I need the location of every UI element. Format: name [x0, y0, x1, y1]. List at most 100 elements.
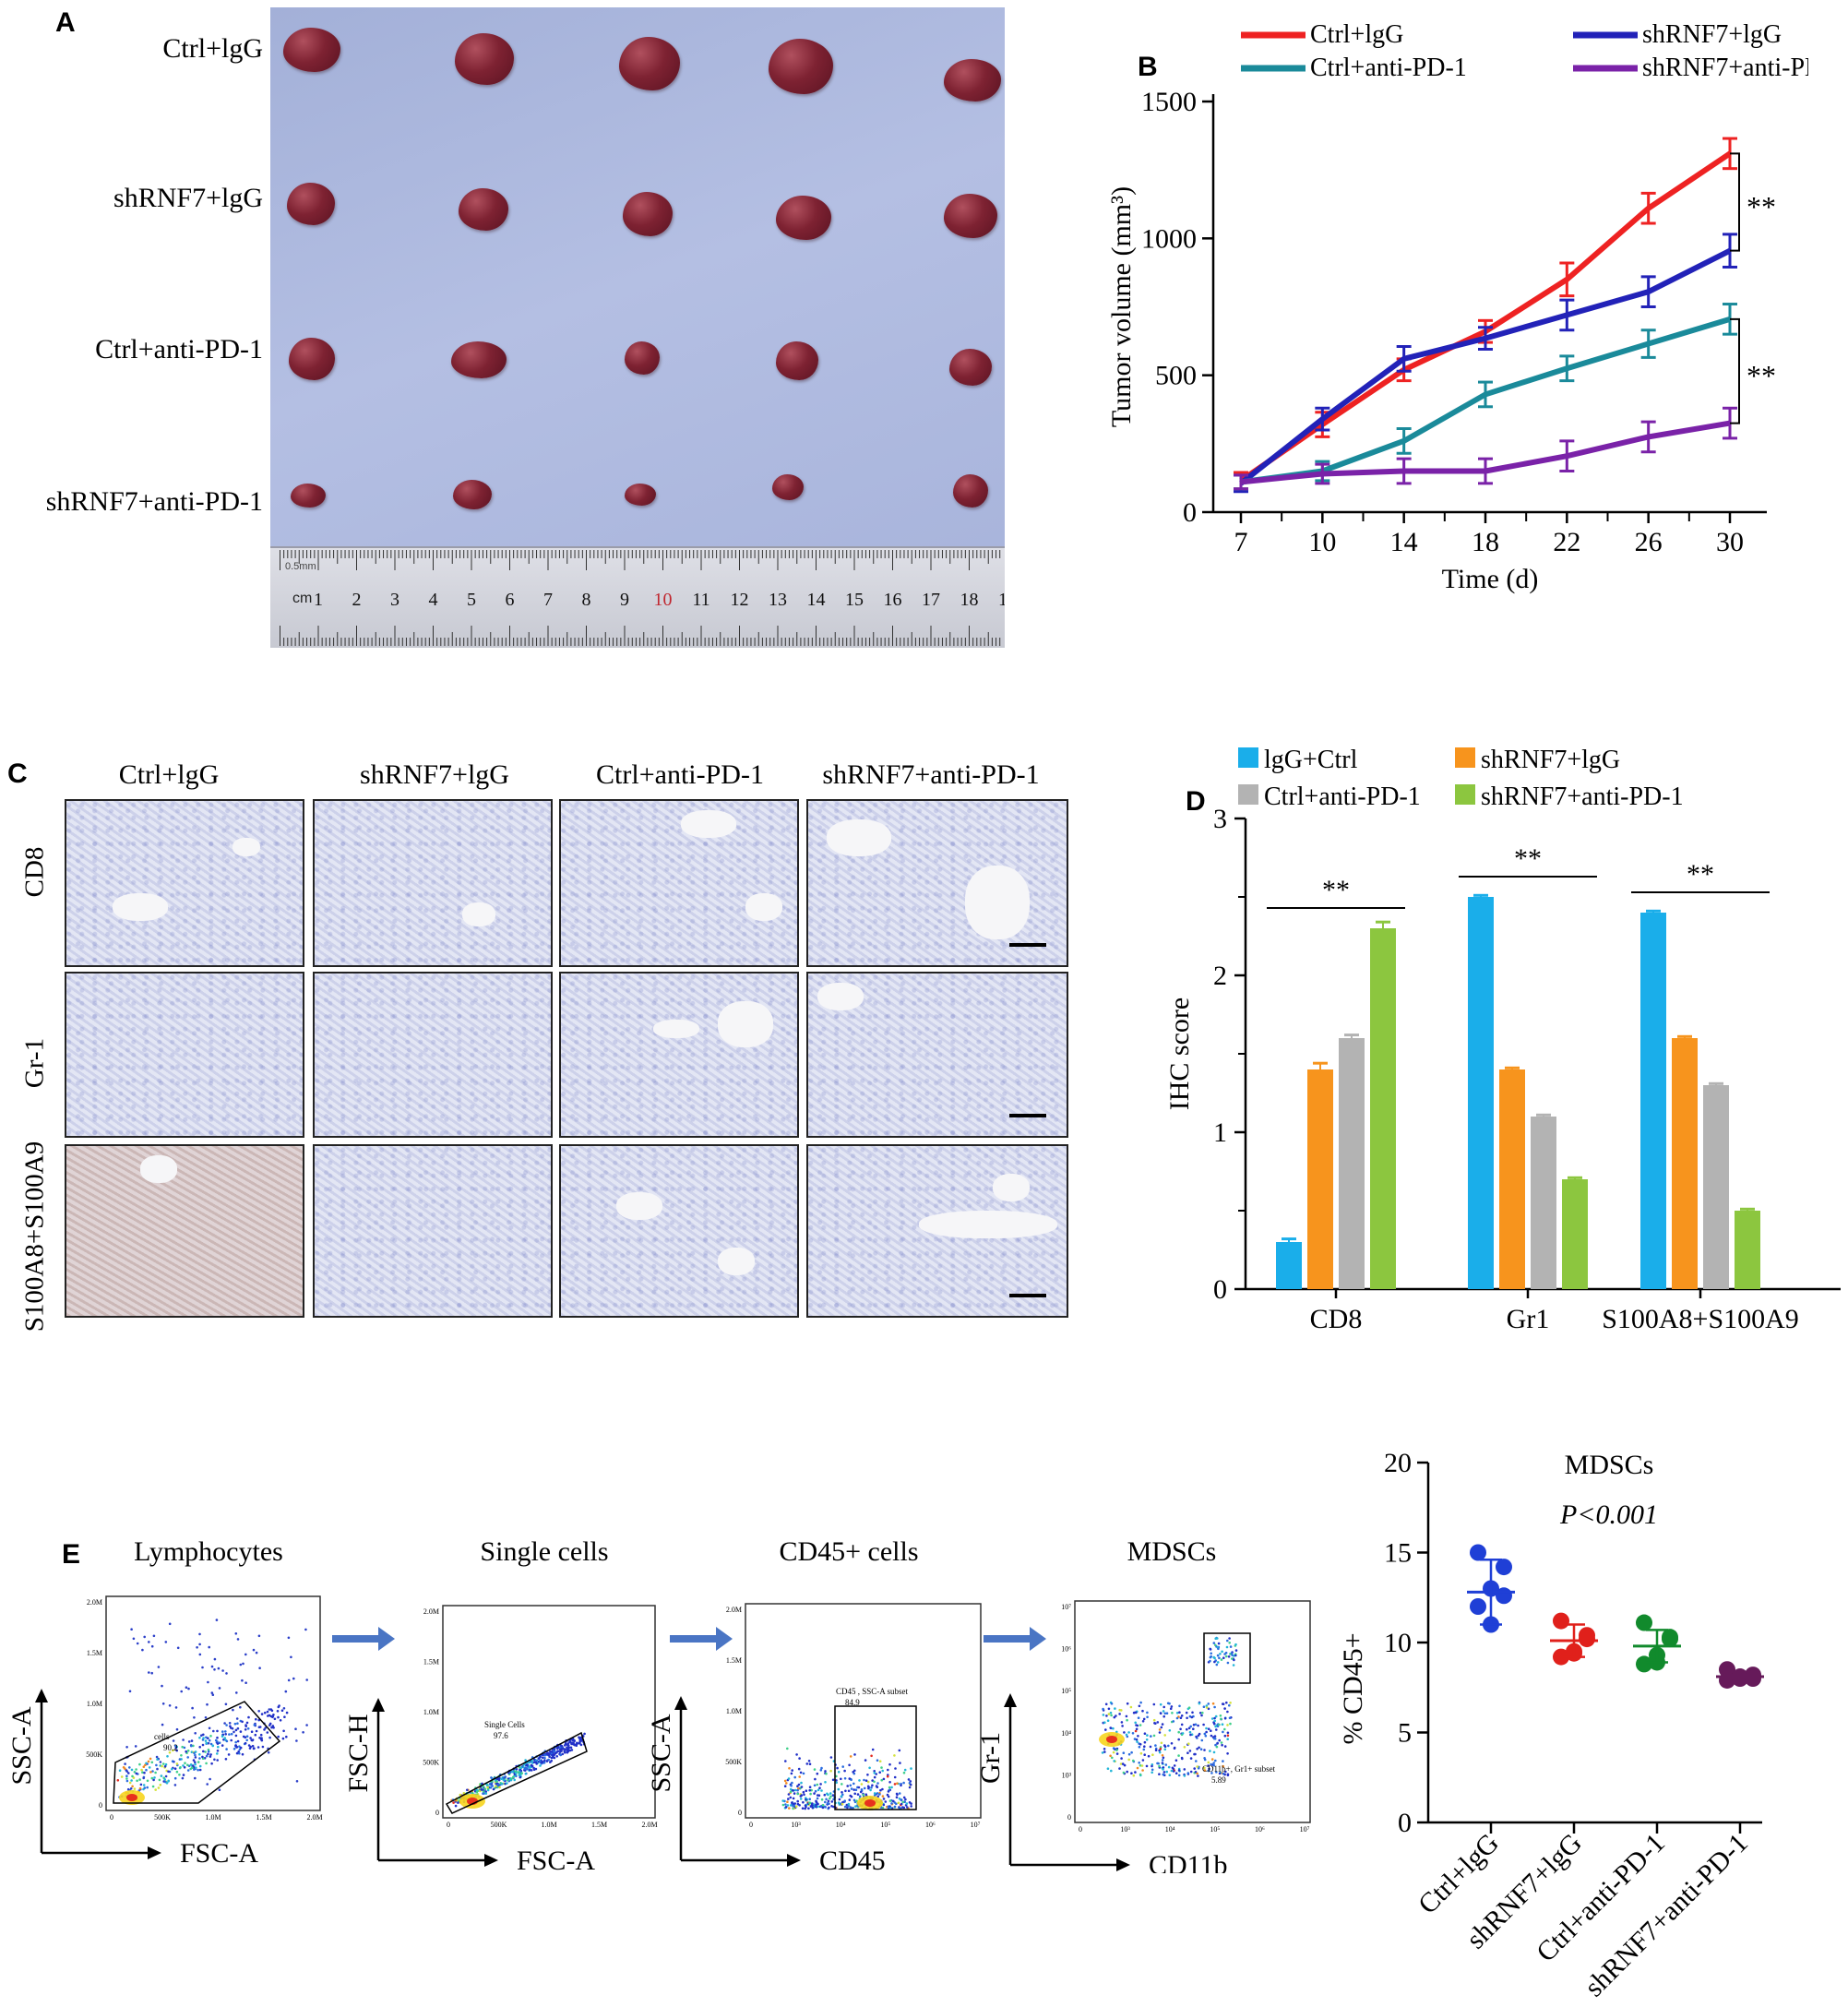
flow-event	[143, 1771, 146, 1774]
flow-event	[1151, 1768, 1154, 1772]
flow-event	[484, 1790, 487, 1793]
flow-event	[125, 1746, 128, 1749]
flow-event	[798, 1804, 801, 1807]
flow-event	[1232, 1664, 1235, 1667]
flow-event	[253, 1724, 256, 1726]
flow-event	[252, 1747, 256, 1750]
flow-event	[1159, 1747, 1162, 1750]
flow-event	[216, 1742, 220, 1745]
flow-event	[1183, 1774, 1186, 1777]
flow-event	[1137, 1735, 1139, 1738]
x-tick-label: Gr1	[1507, 1304, 1550, 1334]
flow-event	[569, 1746, 573, 1750]
flow-event	[554, 1751, 557, 1755]
flow-event	[216, 1740, 219, 1743]
flow-event	[254, 1733, 257, 1737]
flow-event	[216, 1729, 219, 1733]
flow-event	[878, 1760, 882, 1762]
flow-event	[850, 1787, 853, 1790]
flow-event	[1104, 1702, 1108, 1706]
flow-event	[1161, 1723, 1164, 1726]
flow-event	[159, 1761, 162, 1763]
flow-event	[1154, 1749, 1158, 1751]
flow-event	[791, 1781, 793, 1785]
flow-event	[116, 1779, 120, 1782]
flow-event	[1162, 1710, 1165, 1713]
flow-y-tick-label: 1.0M	[87, 1700, 102, 1708]
flow-event	[501, 1782, 504, 1786]
flow-x-tick-label: 500K	[491, 1821, 507, 1829]
flow-event	[798, 1775, 801, 1778]
flow-event	[893, 1775, 897, 1779]
chart-subtitle: P<0.001	[1559, 1499, 1658, 1530]
flow-event	[1209, 1655, 1212, 1659]
flow-event	[183, 1746, 186, 1750]
tumor	[776, 341, 818, 380]
flow-x-tick-label: 10⁴	[1165, 1825, 1175, 1834]
flow-event	[1138, 1762, 1140, 1764]
flow-event	[277, 1705, 280, 1709]
flow-event	[281, 1737, 285, 1740]
flow-event	[211, 1744, 215, 1748]
flow-event	[1134, 1771, 1137, 1774]
y-tick-label: 2	[1213, 961, 1227, 991]
flow-event	[1158, 1750, 1162, 1754]
flow-event	[295, 1739, 298, 1742]
flow-event	[255, 1717, 257, 1721]
flow-event	[852, 1782, 855, 1786]
flow-event	[871, 1784, 874, 1787]
flow-x-tick-label: 1.0M	[541, 1821, 556, 1829]
flow-event	[295, 1780, 299, 1783]
flow-event	[1196, 1765, 1198, 1768]
flow-event	[1110, 1702, 1114, 1705]
gate-title-2: CD45+ cells	[779, 1536, 919, 1567]
ruler-number: 9	[620, 590, 629, 610]
flow-event	[279, 1719, 282, 1722]
legend-label: Ctrl+anti-PD-1	[1310, 54, 1467, 82]
flow-event	[241, 1752, 244, 1756]
flow-event	[1221, 1743, 1223, 1747]
flow-event	[143, 1786, 147, 1789]
flow-event	[1174, 1759, 1178, 1762]
legend-label: Ctrl+lgG	[1310, 20, 1403, 49]
flow-event	[208, 1738, 211, 1742]
flow-event	[481, 1788, 483, 1791]
ihc-image-cd8-ctrl-anti-pd1	[559, 799, 799, 967]
flow-event	[277, 1715, 280, 1719]
flow-event	[579, 1743, 583, 1747]
flow-event	[1112, 1747, 1115, 1750]
flow-event	[1186, 1772, 1190, 1774]
flow-event	[1161, 1759, 1164, 1762]
flow-event	[1160, 1726, 1163, 1729]
significance-marker: **	[1514, 843, 1542, 874]
significance-marker: **	[1687, 859, 1714, 890]
x-tick-label: 30	[1716, 527, 1744, 557]
flow-event	[887, 1790, 890, 1793]
flow-event	[854, 1805, 857, 1808]
flow-gate	[1203, 1632, 1251, 1684]
flow-event	[1217, 1647, 1220, 1651]
flow-event	[242, 1735, 245, 1738]
y-tick-label: 0	[1398, 1808, 1412, 1838]
flow-event	[190, 1739, 194, 1742]
panel-c-row-label-0: CD8	[19, 846, 50, 898]
flow-event	[245, 1735, 249, 1738]
flow-event	[304, 1628, 307, 1631]
flow-event	[810, 1804, 814, 1808]
flow-event	[1197, 1774, 1199, 1777]
flow-event	[543, 1756, 546, 1760]
flow-event	[1210, 1729, 1212, 1732]
flow-event	[1114, 1707, 1116, 1710]
flow-event	[161, 1764, 163, 1768]
flow-event	[1210, 1652, 1212, 1655]
flow-event	[1177, 1774, 1181, 1777]
flow-event	[802, 1800, 805, 1804]
flow-event	[781, 1799, 784, 1802]
flow-event	[1163, 1745, 1167, 1749]
flow-event	[218, 1741, 221, 1744]
flow-event	[1231, 1657, 1234, 1660]
flow-event	[192, 1759, 196, 1762]
flow-event	[881, 1787, 884, 1791]
flow-event	[1203, 1766, 1206, 1770]
ihc-image-cd8-shrnf7-anti-pd1	[806, 799, 1068, 967]
